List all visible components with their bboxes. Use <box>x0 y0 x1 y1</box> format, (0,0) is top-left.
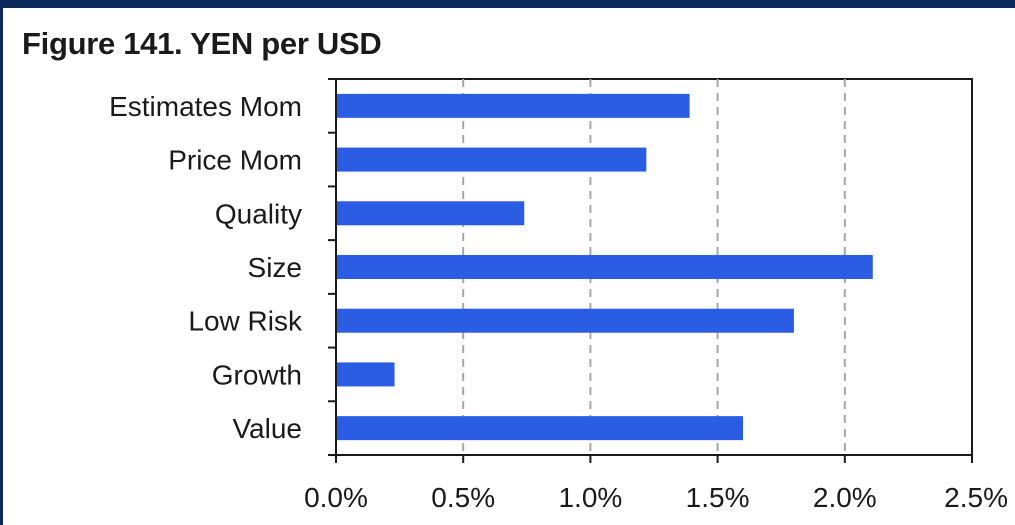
category-label-5: Growth <box>212 359 302 390</box>
frame-left-border <box>0 8 3 525</box>
x-tick-label-3: 1.5% <box>686 482 750 513</box>
category-label-4: Low Risk <box>188 306 303 337</box>
x-tick-label-4: 2.0% <box>813 482 877 513</box>
bar-3 <box>337 255 873 279</box>
x-tick-label-5: 2.5% <box>944 482 1008 513</box>
plot-area-frame <box>335 78 973 456</box>
chart-title: Figure 141. YEN per USD <box>22 26 382 61</box>
top-band <box>0 0 1015 8</box>
bar-2 <box>337 201 525 226</box>
x-tick-label-1: 0.5% <box>431 482 495 513</box>
x-tick-label-2: 1.0% <box>558 482 622 513</box>
bar-5 <box>337 362 395 387</box>
category-label-3: Size <box>248 252 302 283</box>
bar-6 <box>337 416 744 441</box>
category-label-1: Price Mom <box>168 145 302 176</box>
bar-0 <box>337 93 690 118</box>
bar-4 <box>337 308 794 333</box>
category-label-2: Quality <box>215 198 302 229</box>
x-tick-label-0: 0.0% <box>304 482 368 513</box>
category-label-0: Estimates Mom <box>109 91 302 122</box>
category-label-6: Value <box>232 413 302 444</box>
bar-1 <box>337 147 647 172</box>
